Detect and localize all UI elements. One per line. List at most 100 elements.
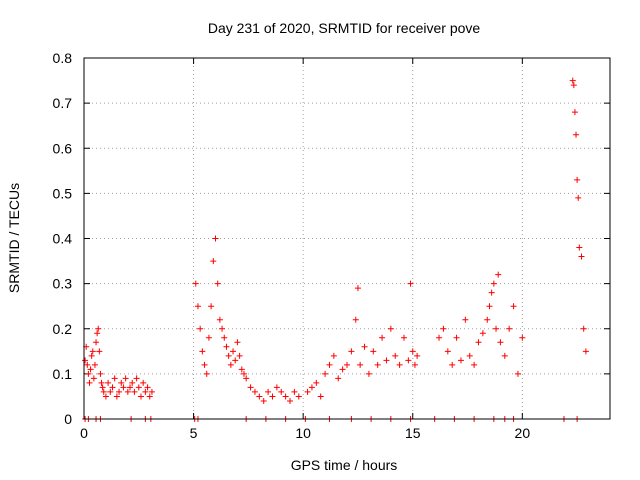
x-axis-label: GPS time / hours: [291, 457, 398, 473]
data-point: [322, 370, 329, 377]
data-point: [216, 316, 223, 323]
data-point: [490, 280, 497, 287]
data-point: [308, 384, 315, 391]
data-point: [232, 357, 239, 364]
data-point: [411, 361, 418, 368]
data-point: [414, 352, 421, 359]
data-point: [122, 375, 129, 382]
data-point: [82, 357, 89, 364]
data-point: [124, 388, 131, 395]
data-point: [575, 194, 582, 201]
data-point: [243, 375, 250, 382]
data-point: [148, 388, 155, 395]
data-point: [140, 379, 147, 386]
data-point: [501, 352, 508, 359]
y-tick-label: 0: [64, 411, 72, 427]
data-point: [214, 280, 221, 287]
data-point: [361, 343, 368, 350]
data-point: [282, 393, 289, 400]
data-point: [102, 393, 109, 400]
data-point: [392, 352, 399, 359]
data-point: [234, 339, 241, 346]
data-point: [574, 176, 581, 183]
data-point: [273, 384, 280, 391]
data-point: [109, 384, 116, 391]
data-point: [94, 330, 101, 337]
data-point: [444, 348, 451, 355]
data-point: [133, 375, 140, 382]
data-point: [118, 379, 125, 386]
data-point: [344, 361, 350, 368]
data-point: [449, 361, 456, 368]
data-point: [238, 366, 245, 373]
y-tick-labels: 0 0.1 0.2 0.3 0.4 0.5 0.6 0.7 0.8: [53, 50, 73, 427]
data-point: [374, 361, 381, 368]
data-point: [197, 325, 204, 332]
plot-frame: [83, 57, 611, 420]
data-point: [510, 303, 517, 310]
data-point: [304, 388, 311, 395]
data-point: [99, 384, 106, 391]
data-point: [571, 109, 578, 116]
data-point: [212, 235, 219, 242]
data-point: [107, 388, 114, 395]
data-point: [370, 348, 377, 355]
data-point: [85, 370, 92, 377]
data-point: [89, 348, 96, 355]
data-point: [400, 334, 407, 341]
data-point: [247, 384, 254, 391]
data-point: [201, 361, 208, 368]
data-point: [142, 388, 149, 395]
data-point: [111, 375, 118, 382]
y-tick-label: 0.7: [53, 95, 73, 111]
y-tick-label: 0.5: [53, 185, 73, 201]
data-point: [573, 131, 580, 138]
data-point: [488, 289, 495, 296]
data-point: [409, 348, 416, 355]
data-point: [93, 339, 100, 346]
x-tick-label: 0: [80, 425, 88, 441]
chart-title: Day 231 of 2020, SRMTID for receiver pov…: [208, 20, 481, 36]
data-point: [98, 379, 105, 386]
data-point: [199, 348, 206, 355]
data-point: [291, 388, 298, 395]
data-point: [486, 303, 493, 310]
data-point: [484, 316, 491, 323]
data-point: [287, 397, 294, 404]
data-point: [519, 334, 526, 341]
data-point: [453, 334, 460, 341]
data-point: [383, 357, 390, 364]
data-point: [466, 352, 473, 359]
data-point: [137, 393, 144, 400]
data-point: [256, 393, 263, 400]
y-axis-label: SRMTID / TECUs: [6, 183, 22, 293]
data-point: [580, 325, 587, 332]
y-tick-label: 0.2: [53, 321, 73, 337]
data-point: [317, 393, 324, 400]
data-point: [396, 361, 403, 368]
data-point: [357, 361, 364, 368]
data-point: [208, 303, 215, 310]
data-point: [440, 325, 447, 332]
x-tick-label: 10: [295, 425, 311, 441]
data-point: [260, 397, 267, 404]
data-point: [88, 352, 95, 359]
x-tick-labels: 0 5 10 15 20: [80, 425, 530, 441]
data-point: [192, 280, 199, 287]
data-point: [86, 379, 93, 386]
data-point: [569, 77, 576, 84]
data-point: [379, 334, 386, 341]
data-point: [495, 271, 502, 278]
data-point: [144, 384, 151, 391]
data-point: [479, 330, 486, 337]
data-point: [210, 258, 217, 265]
data-point: [576, 244, 583, 251]
data-point: [335, 375, 342, 382]
data-point: [497, 339, 504, 346]
data-point: [407, 280, 414, 287]
y-tick-label: 0.1: [53, 366, 73, 382]
data-point: [365, 370, 372, 377]
data-point: [240, 370, 247, 377]
data-point: [457, 357, 464, 364]
